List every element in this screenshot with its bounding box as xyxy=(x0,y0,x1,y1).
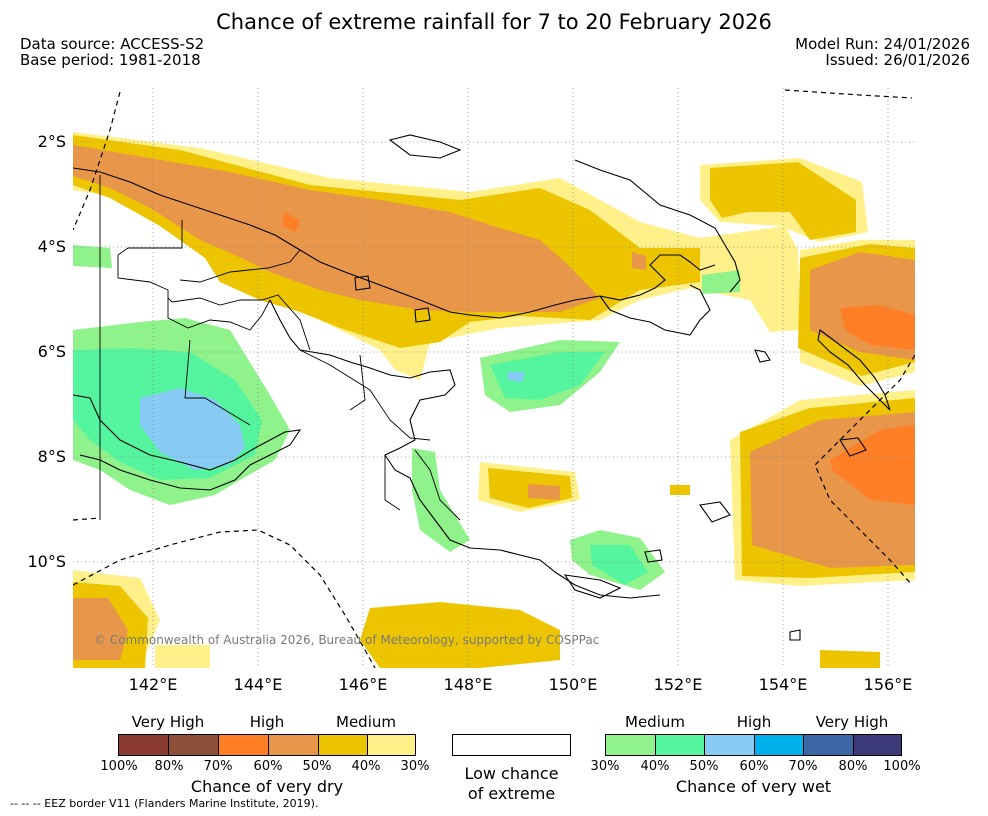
dry-swatch-70 xyxy=(218,734,268,756)
wet-swatch-40 xyxy=(655,734,704,756)
dry-tick: 60% xyxy=(253,759,283,774)
wet-swatch-50 xyxy=(704,734,754,756)
dry-tick: 50% xyxy=(302,759,332,774)
dry-tick: 100% xyxy=(100,759,138,774)
dry-swatch-40 xyxy=(367,734,416,756)
wet-tick: 70% xyxy=(788,759,818,774)
lat-label-4s: 4°S xyxy=(37,237,66,256)
admin-borders xyxy=(99,175,461,521)
dry-60-area xyxy=(282,212,915,505)
wet-swatch-70 xyxy=(803,734,853,756)
coastline xyxy=(73,134,891,641)
wet-tick: 60% xyxy=(739,759,769,774)
lon-label-156e: 156°E xyxy=(863,675,913,694)
lon-label-152e: 152°E xyxy=(653,675,703,694)
lat-label-10s: 10°S xyxy=(27,552,66,571)
data-info-right: Model Run: 24/01/2026 Issued: 26/01/2026 xyxy=(795,36,970,68)
data-source: Data source: ACCESS-S2 xyxy=(20,35,205,53)
dry-tick: 40% xyxy=(351,759,381,774)
data-info-left: Data source: ACCESS-S2 Base period: 1981… xyxy=(20,36,204,68)
lon-label-142e: 142°E xyxy=(128,675,178,694)
wet-tick: 30% xyxy=(590,759,620,774)
wet-colorbar xyxy=(605,734,902,756)
wet-swatch-60 xyxy=(754,734,803,756)
lon-label-154e: 154°E xyxy=(758,675,808,694)
wet-swatch-80 xyxy=(853,734,902,756)
wet-50-area xyxy=(140,372,525,470)
dry-swatch-80 xyxy=(168,734,218,756)
issued-date: Issued: 26/01/2026 xyxy=(825,51,970,69)
wet-tick: 100% xyxy=(883,759,921,774)
dry-swatch-50 xyxy=(318,734,367,756)
lon-label-150e: 150°E xyxy=(548,675,598,694)
lat-label-2s: 2°S xyxy=(37,132,66,151)
dry-tick: 80% xyxy=(154,759,184,774)
lon-label-144e: 144°E xyxy=(233,675,283,694)
dry-very-high-header: Very High xyxy=(131,713,205,731)
dry-medium-header: Medium xyxy=(336,713,396,731)
lon-label-148e: 148°E xyxy=(443,675,493,694)
wet-very-high-header: Very High xyxy=(815,713,889,731)
dry-swatch-60 xyxy=(268,734,318,756)
dry-caption: Chance of very dry xyxy=(190,777,344,796)
dry-tick: 70% xyxy=(203,759,233,774)
wet-tick: 50% xyxy=(689,759,719,774)
wet-medium-header: Medium xyxy=(625,713,685,731)
dry-swatch-100 xyxy=(118,734,168,756)
map-title: Chance of extreme rainfall for 7 to 20 F… xyxy=(216,10,772,34)
wet-caption: Chance of very wet xyxy=(675,777,832,796)
dry-tick: 30% xyxy=(400,759,430,774)
wet-tick: 40% xyxy=(640,759,670,774)
dry-colorbar xyxy=(118,734,416,756)
lat-label-6s: 6°S xyxy=(37,342,66,361)
eez-footnote: -- -- -- EEZ border V11 (Flanders Marine… xyxy=(10,797,319,810)
wet-tick: 80% xyxy=(838,759,868,774)
wet-swatch-30 xyxy=(605,734,655,756)
lon-label-146e: 146°E xyxy=(338,675,388,694)
low-chance-line2: of extreme xyxy=(467,784,556,803)
dry-high-header: High xyxy=(249,713,285,731)
copyright-notice: © Commonwealth of Australia 2026, Bureau… xyxy=(94,633,600,647)
rainfall-map xyxy=(73,88,915,668)
low-chance-caption: Low chance of extreme xyxy=(440,764,583,804)
low-chance-swatch xyxy=(452,734,571,756)
eez-border xyxy=(73,89,915,668)
model-run: Model Run: 24/01/2026 xyxy=(795,35,970,53)
low-chance-line1: Low chance xyxy=(464,764,559,783)
lat-label-8s: 8°S xyxy=(37,447,66,466)
map-gridlines xyxy=(73,88,915,668)
base-period: Base period: 1981-2018 xyxy=(20,51,201,69)
wet-high-header: High xyxy=(736,713,772,731)
